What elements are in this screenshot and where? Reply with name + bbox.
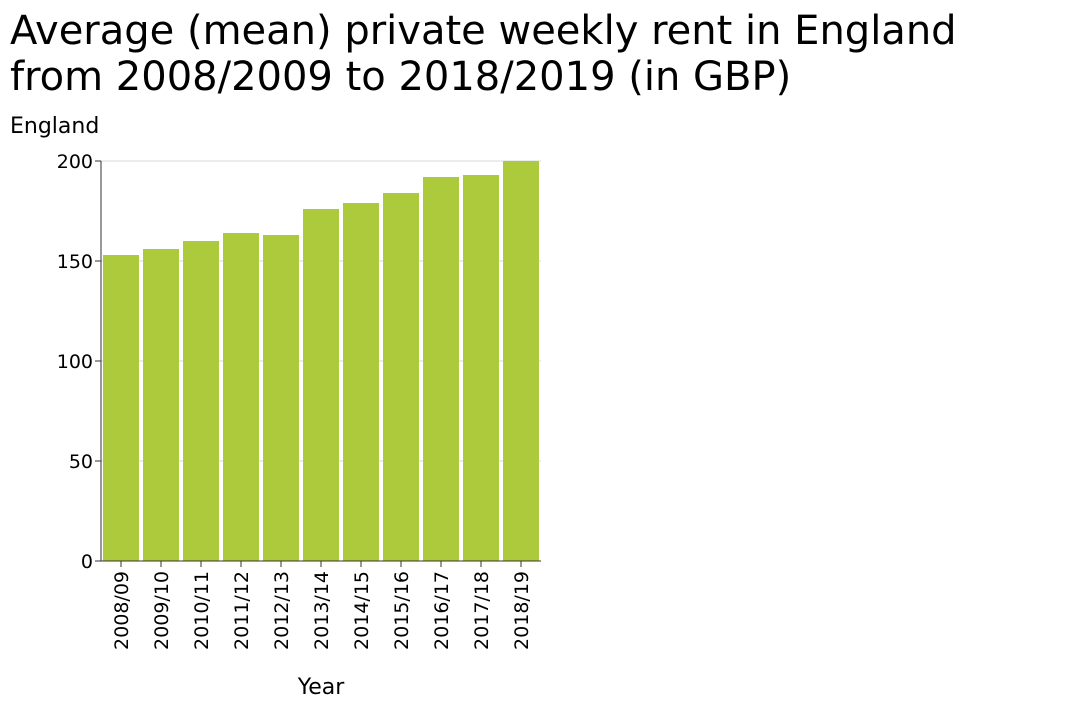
- x-axis: 2008/09 2009/10 2010/11 2011/12 2012/13 2013/…: [101, 560, 541, 650]
- bar: [223, 233, 259, 561]
- x-tick-label: 2011/12: [231, 571, 253, 650]
- y-axis: 0 50 100 150 200: [57, 151, 102, 573]
- bar: [303, 209, 339, 561]
- x-tick-label: 2010/11: [191, 571, 213, 650]
- x-tick-label: 2009/10: [151, 571, 173, 650]
- bar: [383, 193, 419, 561]
- bar: [103, 255, 139, 561]
- bar: [423, 177, 459, 561]
- x-tick-label: 2016/17: [431, 571, 453, 650]
- y-axis-label: England: [10, 114, 99, 139]
- y-tick-label: 100: [57, 351, 93, 373]
- bar: [463, 175, 499, 561]
- bar: [183, 241, 219, 561]
- x-tick-label: 2014/15: [351, 571, 373, 650]
- y-tick-label: 150: [57, 251, 93, 273]
- x-tick-label: 2017/18: [471, 571, 493, 650]
- y-tick-label: 200: [57, 151, 93, 173]
- x-tick-label: 2018/19: [511, 571, 533, 650]
- y-tick-label: 50: [69, 451, 93, 473]
- bar: [503, 161, 539, 561]
- x-tick-label: 2012/13: [271, 571, 293, 650]
- bar: [143, 249, 179, 561]
- x-axis-label: Year: [297, 675, 346, 700]
- x-tick-label: 2013/14: [311, 571, 333, 650]
- bar: [263, 235, 299, 561]
- chart-title: Average (mean) private weekly rent in En…: [10, 8, 957, 100]
- bar: [343, 203, 379, 561]
- y-tick-label: 0: [81, 551, 93, 573]
- x-tick-label: 2015/16: [391, 571, 413, 650]
- bars: [103, 161, 539, 561]
- x-tick-label: 2008/09: [111, 571, 133, 650]
